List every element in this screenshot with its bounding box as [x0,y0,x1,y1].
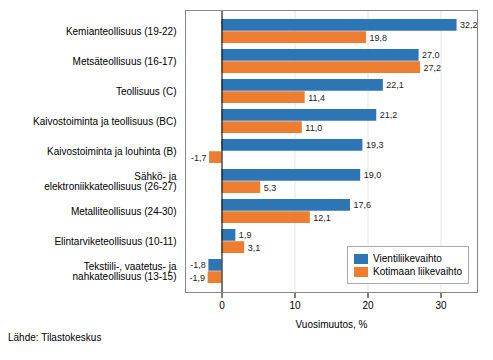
svg-text:Vuosimuutos, %: Vuosimuutos, % [296,319,368,330]
svg-text:10: 10 [289,300,301,311]
svg-text:19,3: 19,3 [366,140,384,150]
svg-text:Metalliteollisuus (24-30): Metalliteollisuus (24-30) [71,206,177,217]
svg-text:-1,7: -1,7 [191,153,207,163]
svg-text:-1,9: -1,9 [190,273,206,283]
svg-text:-1,8: -1,8 [190,260,206,270]
svg-text:Sähkö- jaelektroniikkateollisu: Sähkö- jaelektroniikkateollisuus (26-27) [44,171,177,192]
svg-text:0: 0 [219,300,225,311]
svg-text:Kaivostoiminta ja louhinta (B): Kaivostoiminta ja louhinta (B) [47,146,177,157]
svg-text:3,1: 3,1 [248,243,261,253]
svg-text:12,1: 12,1 [313,213,331,223]
svg-text:22,1: 22,1 [386,80,404,90]
svg-text:5,3: 5,3 [264,183,277,193]
svg-text:1,9: 1,9 [239,230,252,240]
svg-text:Teollisuus (C): Teollisuus (C) [116,86,177,97]
svg-text:11,0: 11,0 [305,123,322,133]
svg-text:27,0: 27,0 [422,50,440,60]
svg-text:Metsäteollisuus (16-17): Metsäteollisuus (16-17) [73,56,177,67]
svg-text:19,0: 19,0 [364,170,382,180]
svg-text:27,2: 27,2 [424,63,442,73]
html-text:Kotimaan liikevaihto: Kotimaan liikevaihto [373,266,462,277]
svg-text:Elintarviketeollisuus (10-11): Elintarviketeollisuus (10-11) [54,236,176,247]
svg-text:20: 20 [362,300,374,311]
svg-text:11,4: 11,4 [308,93,325,103]
svg-text:Kemianteollisuus (19-22): Kemianteollisuus (19-22) [66,26,177,37]
svg-text:19,8: 19,8 [370,33,388,43]
svg-text:Tekstiili-, vaatetus- janahkat: Tekstiili-, vaatetus- janahkateollisuus … [73,261,177,282]
svg-text:32,2: 32,2 [460,20,478,30]
svg-text:30: 30 [435,300,447,311]
html-text:Lähde: Tilastokeskus: Lähde: Tilastokeskus [8,332,102,343]
html-text:Vientiliikevaihto: Vientiliikevaihto [373,253,442,264]
svg-text:21,2: 21,2 [380,110,398,120]
svg-text:17,6: 17,6 [353,200,371,210]
svg-text:Kaivostoiminta ja teollisuus (: Kaivostoiminta ja teollisuus (BC) [33,116,176,127]
